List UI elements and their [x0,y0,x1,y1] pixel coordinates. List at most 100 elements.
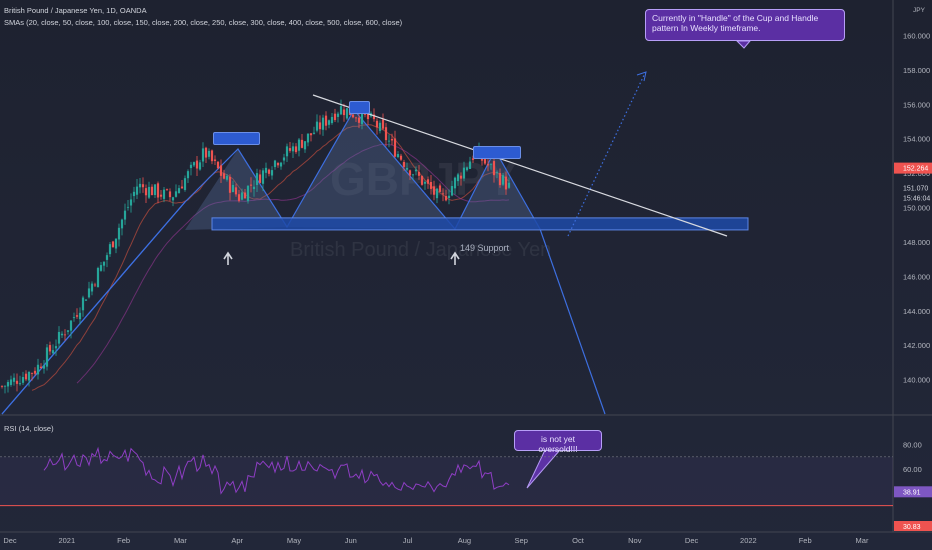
candle [207,148,211,160]
candle-body [240,192,244,200]
candle [39,363,43,369]
candle [0,385,4,389]
candle-body [117,227,121,240]
candle-body [309,133,313,136]
symbol-title[interactable]: British Pound / Japanese Yen, 1D, OANDA [4,6,147,15]
candle-body [294,146,298,153]
rsi-tick-label: 80.00 [903,441,922,450]
candle-body [501,175,505,185]
candles [0,99,511,394]
candle [81,295,85,317]
candle-body [453,177,457,189]
time-tick-label: Jun [345,536,357,545]
candle-body [126,206,130,208]
candle [117,223,121,247]
candle-body [225,175,229,180]
candle [420,175,424,186]
candle-body [450,186,454,196]
candle-body [312,132,316,134]
candle-body [246,185,250,202]
candle-body [261,170,265,184]
candle-body [417,171,421,176]
time-tick-label: Dec [685,536,699,545]
candle [108,242,112,257]
candle-body [387,140,391,142]
sma-indicator-title[interactable]: SMAs (20, close, 50, close, 100, close, … [4,18,403,27]
candle-body [252,186,256,190]
candle [66,330,70,335]
candle [114,238,118,254]
candle-body [96,268,100,288]
candle [102,261,106,272]
axes: 160.000 158.000 156.000 154.000 152.000 150.0… [3,7,932,545]
candle-body [438,185,442,192]
candle [42,360,46,374]
candle-body [186,171,190,179]
candle-body [351,114,355,118]
candle [273,159,277,170]
rsi-panel-drawing: 80.00 60.00 38.91 30.83 [0,441,932,531]
candle [267,168,271,177]
candle-body [282,157,286,161]
candle-body [150,186,154,196]
rsi-callout[interactable]: is not yet oversold!!! [514,430,602,454]
candle-body [153,184,157,196]
candle [84,298,88,301]
candle [306,133,310,147]
candle [441,188,445,202]
candle-body [144,188,148,196]
candle [213,155,217,166]
candle-body [504,176,508,190]
rsi-indicator-title[interactable]: RSI (14, close) [4,424,54,433]
left-shoulder-tag[interactable] [213,132,260,145]
candle-body [462,167,466,179]
rsi-lower-badge [894,521,932,531]
candle [171,196,175,207]
price-tick-label: 140.000 [903,376,930,385]
uptrend-line [1,201,186,415]
candle-body [141,184,145,188]
candle [456,172,460,186]
candle-body [321,117,325,130]
candle [219,159,223,183]
candle-body [447,195,451,198]
candle-body [342,109,346,116]
candle [435,188,439,204]
candle [405,162,409,172]
candle [381,113,385,131]
candle [99,261,103,272]
candle-body [333,113,337,121]
candle [3,385,7,394]
head-tag[interactable] [349,101,370,114]
time-tick-label: May [287,536,301,545]
candle-body [318,122,322,130]
candle [138,178,142,194]
candle-body [177,188,181,194]
candle [216,161,220,170]
candle [444,189,448,202]
candle [396,151,400,159]
candle [24,370,28,382]
time-tick-label: Aug [458,536,471,545]
candle-body [93,284,97,286]
candle [378,120,382,134]
rsi-lower-label: 30.83 [903,524,921,531]
currency-label: JPY [913,7,926,14]
candle [18,375,22,386]
candle [246,185,250,204]
candle [54,339,58,356]
candle [249,177,253,193]
price-tick-label: 152.000 [903,169,930,178]
candle [255,168,259,193]
candle [282,153,286,165]
candle [291,142,295,159]
candle-body [168,191,172,198]
candle [6,379,10,393]
candle [135,179,139,200]
right-shoulder-tag[interactable] [473,146,521,159]
handle-callout[interactable]: Currently in "Handle" of the Cup and Han… [645,9,845,41]
handle-callout-text: Currently in "Handle" of the Cup and Han… [652,13,819,33]
candle [426,176,430,189]
